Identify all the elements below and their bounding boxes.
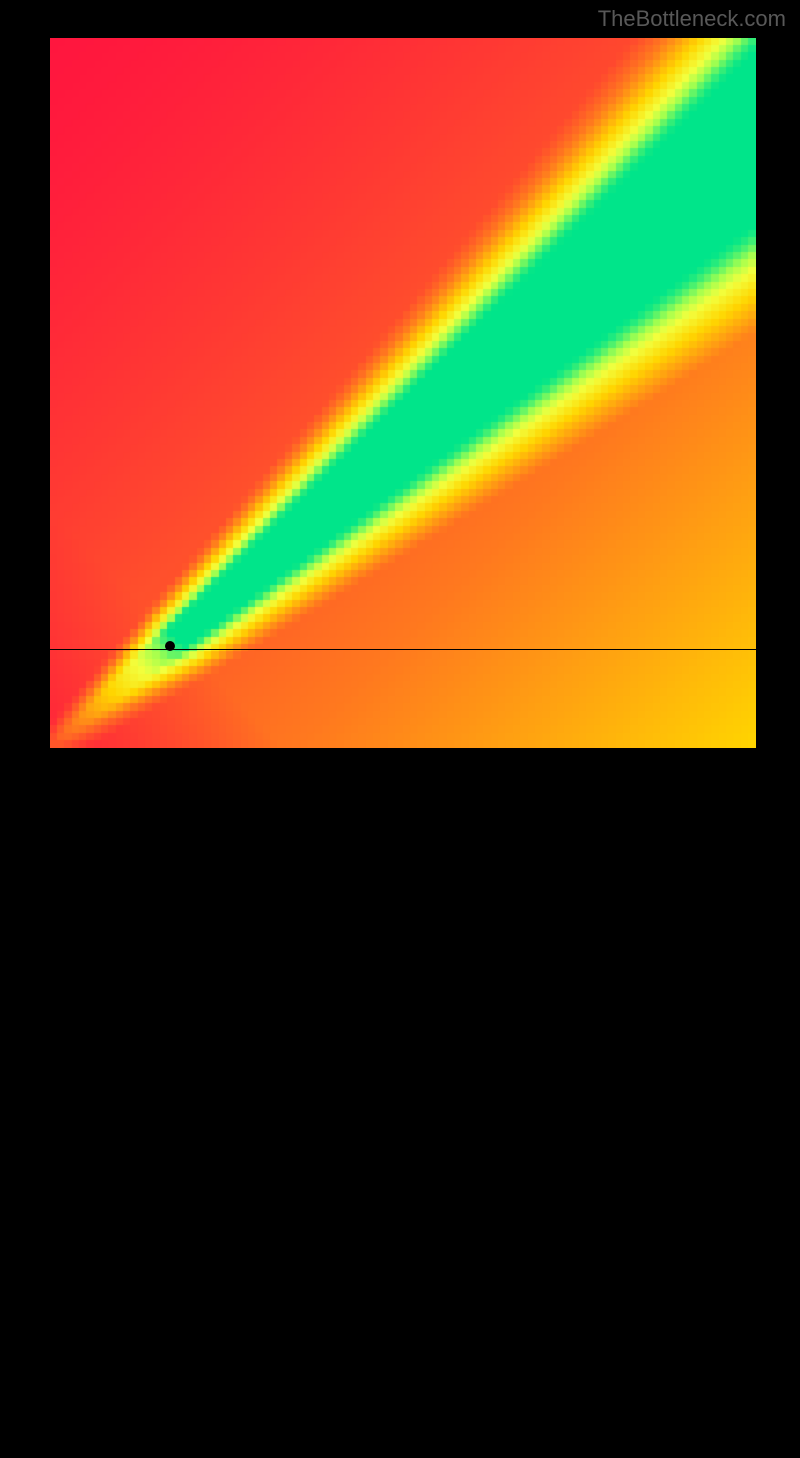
crosshair-horizontal: [50, 649, 756, 650]
crosshair-vertical: [166, 748, 167, 1458]
heatmap-canvas: [50, 38, 756, 748]
bottleneck-heatmap: [50, 38, 756, 748]
watermark-text: TheBottleneck.com: [598, 6, 786, 32]
data-point-marker: [165, 641, 175, 651]
